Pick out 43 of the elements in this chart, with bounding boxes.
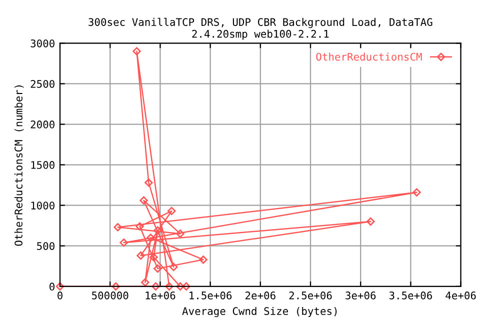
x-tick-label: 500000 [92,292,128,300]
point [199,256,208,264]
x-tick-label: 1.5e+06 [190,292,232,300]
point [132,47,141,56]
point [182,282,190,291]
point [150,253,158,262]
point [154,226,162,235]
x-tick-label: 3.5e+06 [389,292,432,300]
point [167,206,176,216]
point [146,234,155,242]
y-axis-title: OtherReductionsCM (number) [14,85,24,246]
point [112,282,120,291]
point [169,262,178,272]
point [154,264,162,273]
y-tick-label: 2000 [30,120,54,128]
x-tick-label: 3e+06 [346,292,376,300]
point [412,188,421,196]
legend-label: OtherReductionsCM [316,52,422,61]
point [136,251,145,260]
x-tick-label: 1e+06 [146,292,176,300]
point [176,230,184,238]
point [176,282,184,291]
x-tick-label: 4e+06 [446,292,476,300]
point [120,238,128,247]
chart-title: 300sec VanillaTCP DRS, UDP CBR Background Load, DataTAG 2.4.20smp web100-2.2.1 [88,18,432,40]
point [165,282,174,291]
point [136,222,144,231]
x-tick-label: 2e+06 [245,292,276,300]
point [141,278,150,286]
x-tick-label: 2.5e+06 [289,292,332,300]
point [144,178,153,187]
y-tick-label: 1500 [31,161,54,169]
y-tick-label: 2500 [30,80,54,88]
x-tick-label: 0 [58,292,62,300]
y-tick-label: 3000 [30,39,54,48]
y-tick-label: 1000 [31,202,54,210]
y-tick-label: 0 [50,282,54,291]
point [152,282,160,291]
point [366,217,375,226]
point [114,223,122,232]
y-tick-label: 500 [37,242,54,250]
point [140,196,148,205]
x-axis-title: Average Cwnd Size (bytes) [182,306,337,318]
